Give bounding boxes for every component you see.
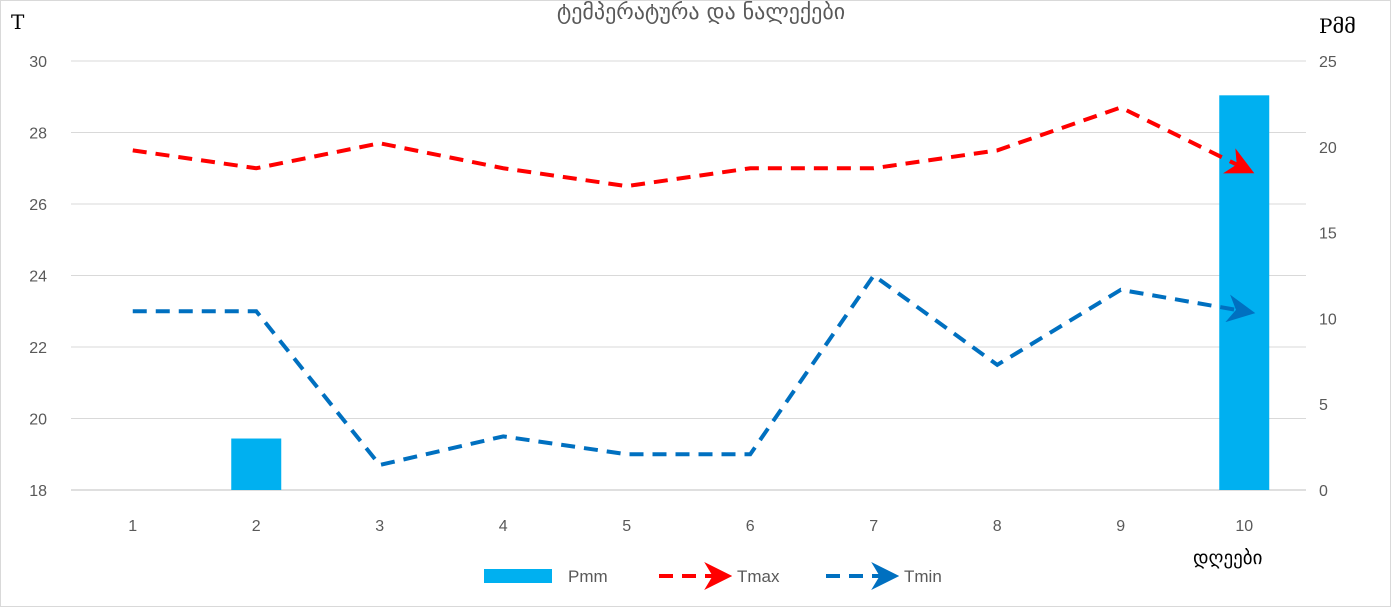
x-tick-label: 3 — [375, 518, 384, 535]
legend-swatch-pmm — [484, 569, 552, 583]
legend-label-tmin: Tmin — [904, 567, 942, 586]
x-tick-label: 7 — [869, 518, 878, 535]
x-tick-label: 6 — [746, 518, 755, 535]
y-left-tick-label: 28 — [29, 126, 47, 143]
y-left-tick-label: 26 — [29, 197, 47, 214]
legend-label-pmm: Pmm — [568, 567, 608, 586]
chart-title: ტემპერატურა და ნალექები — [557, 1, 845, 25]
lines — [132, 105, 1256, 468]
series-line-tmax — [132, 105, 1255, 189]
y-left-axis-title: T — [11, 10, 25, 34]
series-line-tmin — [132, 272, 1256, 468]
y-right-tick-label: 0 — [1319, 483, 1328, 500]
legend: Pmm Tmax Tmin — [484, 562, 942, 590]
y-left-tick-label: 22 — [29, 340, 47, 357]
y-right-tick-label: 15 — [1319, 226, 1337, 243]
x-tick-label: 4 — [499, 518, 508, 535]
y-right-tick-label: 5 — [1319, 397, 1328, 414]
gridlines — [71, 60, 1306, 491]
tick-labels: 18 20 22 24 26 28 30 0 5 10 15 20 25 1 2 3 4 5 6 7 8 9 10 — [29, 54, 1337, 535]
y-right-axis-title: Pმმ — [1319, 14, 1356, 38]
x-tick-label: 10 — [1235, 518, 1253, 535]
x-axis-title: დღეები — [1193, 547, 1262, 569]
y-left-tick-label: 30 — [29, 54, 47, 71]
bar-pmm-2 — [231, 438, 282, 490]
y-right-tick-label: 20 — [1319, 140, 1337, 157]
x-tick-label: 8 — [993, 518, 1002, 535]
y-right-tick-label: 25 — [1319, 54, 1337, 71]
y-left-tick-label: 24 — [29, 269, 47, 286]
y-right-tick-label: 10 — [1319, 311, 1337, 328]
bar-pmm-10 — [1219, 95, 1270, 490]
x-tick-label: 1 — [128, 518, 137, 535]
y-left-tick-label: 20 — [29, 412, 47, 429]
x-tick-label: 2 — [252, 518, 261, 535]
y-left-tick-label: 18 — [29, 483, 47, 500]
legend-label-tmax: Tmax — [737, 567, 780, 586]
x-tick-label: 5 — [622, 518, 631, 535]
x-tick-label: 9 — [1116, 518, 1125, 535]
